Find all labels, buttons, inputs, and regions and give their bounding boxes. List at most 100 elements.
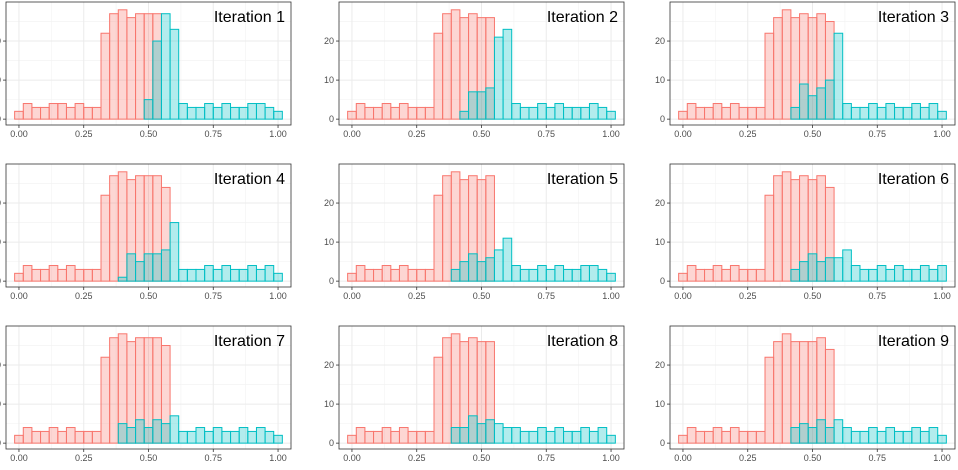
histogram-bar: [842, 249, 852, 282]
histogram-bar: [528, 268, 539, 282]
histogram-bar: [485, 419, 495, 444]
histogram-bar: [528, 106, 539, 120]
histogram-bar: [238, 427, 249, 444]
y-tick-label: 10: [655, 75, 665, 85]
facet-panel: 0.00 0.25 0.50 0.75 1.00 0 10 20 Iteration 7: [0, 325, 292, 463]
histogram-bar: [485, 87, 495, 120]
x-tick-label: 0.00: [343, 129, 361, 139]
histogram-bars: [347, 171, 616, 282]
histogram-bar: [152, 253, 162, 282]
histogram-bar: [450, 268, 461, 282]
histogram-bar: [816, 261, 826, 282]
histogram-bar: [894, 265, 904, 282]
histogram-bar: [264, 265, 275, 282]
histogram-bar: [390, 106, 400, 120]
x-tick-label: 0.25: [408, 129, 426, 139]
histogram-bar: [580, 265, 590, 282]
x-tick-label: 0.75: [538, 291, 556, 301]
histogram-bar: [476, 423, 487, 444]
histogram-bar: [528, 430, 539, 444]
panel-title: Iteration 6: [878, 171, 949, 188]
histogram-bar: [781, 171, 792, 282]
histogram-bar: [40, 268, 50, 282]
histogram-bar: [186, 268, 197, 282]
panel-title: Iteration 4: [214, 171, 285, 188]
y-tick-label: 0: [329, 276, 334, 286]
histogram-bar: [502, 237, 513, 282]
histogram-bar: [876, 430, 887, 444]
histogram-bar: [747, 106, 757, 120]
histogram-bar: [14, 110, 24, 120]
panel-title: Iteration 8: [547, 333, 618, 350]
histogram-bar: [74, 268, 85, 282]
x-tick-label: 0.75: [205, 291, 223, 301]
x-tick-label: 0.75: [205, 129, 223, 139]
x-tick-label: 0.75: [205, 453, 223, 463]
histogram-bar: [554, 103, 565, 120]
y-tick-label: 0: [660, 438, 665, 448]
histogram-bar: [135, 419, 145, 444]
x-tick-label: 1.00: [269, 453, 287, 463]
histogram-bars: [678, 333, 947, 444]
histogram-bar: [247, 265, 257, 282]
histogram-bar: [678, 272, 688, 282]
histogram-bar: [416, 268, 426, 282]
histogram-bar: [545, 430, 556, 444]
histogram-bar: [764, 194, 775, 282]
histogram-bar: [195, 427, 206, 444]
histogram-bar: [833, 32, 844, 120]
histogram-bar: [273, 110, 283, 120]
histogram-bar: [850, 106, 861, 120]
x-tick-label: 1.00: [602, 453, 620, 463]
x-tick-label: 1.00: [933, 453, 951, 463]
facet-panel: 0.00 0.25 0.50 0.75 1.00 0 10 20 Iteration 8: [324, 325, 625, 463]
x-tick-label: 0.00: [343, 291, 361, 301]
histogram-bar: [799, 423, 809, 444]
x-tick-label: 0.50: [140, 291, 158, 301]
histogram-bar: [347, 110, 357, 120]
histogram-bar: [580, 427, 590, 444]
histogram-bar: [195, 268, 206, 282]
histogram-bar: [842, 103, 852, 120]
histogram-bar: [221, 430, 232, 444]
histogram-bar: [937, 434, 947, 444]
y-tick-label: 10: [324, 399, 334, 409]
histogram-bar: [729, 427, 740, 444]
histogram-bar: [686, 427, 697, 444]
histogram-bar: [816, 419, 826, 444]
histogram-bar: [876, 265, 887, 282]
histogram-bar: [347, 434, 357, 444]
histogram-bar: [204, 430, 214, 444]
histogram-bar: [554, 427, 565, 444]
histogram-bar: [571, 430, 582, 444]
histogram-bar: [169, 28, 180, 120]
x-tick-label: 1.00: [933, 291, 951, 301]
histogram-bar: [911, 103, 921, 120]
histogram-bar: [442, 175, 452, 282]
histogram-bar: [721, 430, 731, 444]
histogram-bar: [686, 265, 697, 282]
histogram-bar: [704, 430, 714, 444]
histogram-bar: [606, 434, 616, 444]
histogram-bar: [511, 103, 521, 120]
histogram-bar: [100, 32, 111, 120]
histogram-bar: [911, 268, 921, 282]
histogram-bar: [571, 268, 582, 282]
y-tick-label: 20: [324, 36, 334, 46]
x-tick-label: 1.00: [269, 291, 287, 301]
x-tick-label: 0.75: [869, 453, 887, 463]
histogram-bar: [230, 430, 240, 444]
histogram-bar: [264, 106, 275, 120]
histogram-bar: [126, 17, 137, 120]
histogram-bar: [712, 265, 723, 282]
histogram-bar: [221, 103, 232, 120]
histogram-bar: [729, 265, 740, 282]
x-tick-label: 0.00: [674, 291, 692, 301]
histogram-bar: [476, 261, 487, 282]
histogram-bar: [83, 430, 93, 444]
y-tick-label: 20: [0, 198, 1, 208]
histogram-bar: [238, 268, 249, 282]
histogram-bar: [65, 265, 76, 282]
histogram-bar: [588, 430, 599, 444]
histogram-bar: [381, 103, 392, 120]
